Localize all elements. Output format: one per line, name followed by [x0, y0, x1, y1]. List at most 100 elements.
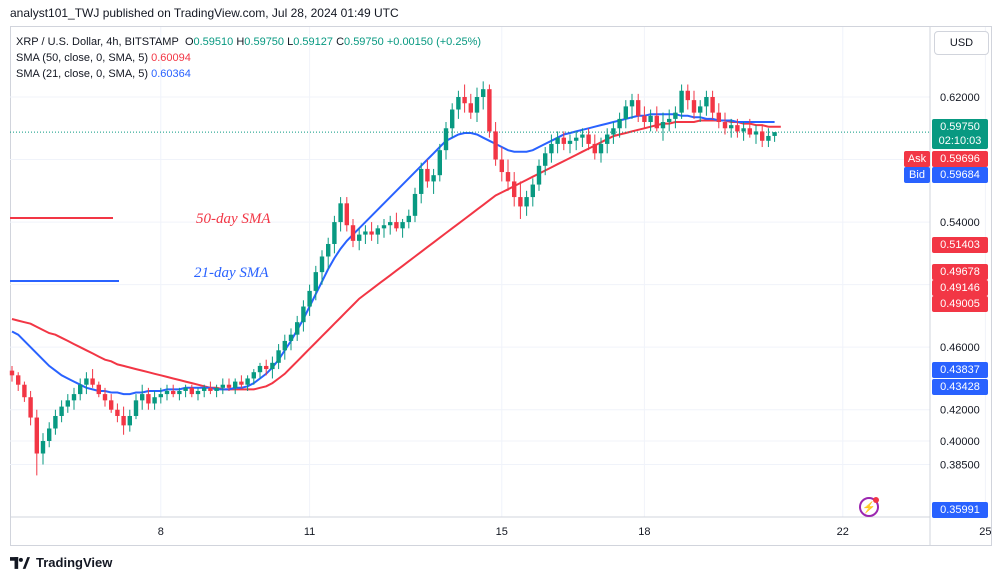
candle — [53, 409, 58, 435]
candle-body — [592, 143, 597, 154]
candle-body — [481, 89, 486, 97]
lightning-icon[interactable]: ⚡ — [859, 497, 879, 517]
candle — [251, 369, 256, 385]
time-tick-label: 18 — [638, 526, 650, 538]
candle — [313, 265, 318, 301]
candle-body — [53, 415, 58, 429]
candle — [177, 387, 182, 401]
candle-body — [499, 159, 504, 173]
price-tag-5: 0.43837 — [932, 362, 988, 378]
candle-body — [555, 137, 560, 144]
candle-body — [270, 362, 275, 370]
sma50-row: SMA (50, close, 0, SMA, 5) 0.60094 — [16, 52, 191, 64]
candle-body — [152, 397, 157, 404]
candle-body — [239, 381, 244, 385]
candle — [350, 218, 356, 248]
candle — [623, 100, 628, 129]
candle-body — [195, 390, 201, 395]
candle-body — [313, 272, 318, 291]
candle — [109, 394, 114, 413]
candle — [363, 225, 368, 244]
candle-body — [456, 97, 461, 110]
candle-body — [772, 132, 777, 136]
candle — [660, 112, 666, 141]
price-tick-label: 0.54000 — [940, 217, 980, 229]
candle — [499, 147, 504, 182]
chart-frame — [10, 26, 992, 546]
candle-body — [468, 103, 473, 113]
candle — [307, 284, 312, 316]
candle — [592, 134, 597, 160]
candle-body — [90, 378, 95, 385]
candle-body — [109, 400, 114, 410]
candle-body — [282, 340, 287, 351]
candle — [84, 372, 89, 395]
candle — [239, 375, 244, 388]
candle — [685, 84, 690, 110]
annotation-50-day-sma: 50-day SMA — [196, 211, 271, 227]
time-tick-label: 15 — [496, 526, 508, 538]
candle-body — [301, 306, 306, 323]
candle — [629, 93, 635, 119]
ask-price-tag: 0.59696 — [932, 151, 988, 167]
candle — [16, 372, 21, 391]
candle-body — [524, 197, 529, 207]
candle — [400, 218, 405, 238]
price-tag-3: 0.49146 — [932, 280, 988, 296]
candle-body — [431, 175, 436, 182]
candle — [90, 369, 95, 388]
candle-body — [747, 128, 752, 135]
candle-body — [716, 112, 721, 123]
candle — [406, 209, 411, 229]
change-value: +0.00150 (+0.25%) — [386, 36, 482, 48]
candle-body — [28, 397, 33, 418]
candle — [425, 159, 430, 188]
candle — [338, 197, 343, 232]
candle — [462, 84, 467, 113]
chart-legend: XRP / U.S. Dollar, 4h, BITSTAMP O0.59510… — [16, 34, 481, 82]
candle-body — [400, 222, 405, 229]
candle — [208, 381, 213, 395]
candle — [375, 225, 380, 244]
candle-body — [729, 125, 734, 129]
candle-body — [704, 97, 709, 107]
candle — [704, 90, 709, 116]
candle — [301, 300, 306, 332]
candle — [443, 122, 449, 160]
candle — [481, 81, 486, 110]
candle — [574, 131, 579, 151]
candle-body — [47, 428, 52, 441]
candle — [735, 118, 740, 138]
bid-price-tag: 0.59684 — [932, 167, 988, 183]
sma21-row: SMA (21, close, 0, SMA, 5) 0.60364 — [16, 68, 191, 80]
candle — [605, 128, 610, 154]
candle — [555, 131, 560, 154]
candle-body — [636, 100, 641, 116]
candle — [691, 90, 697, 119]
candle-body — [425, 168, 430, 182]
candle — [264, 359, 269, 376]
notification-dot — [873, 497, 879, 503]
close-value: 0.59750 — [344, 36, 384, 48]
candle-body — [127, 415, 132, 426]
candle — [648, 109, 653, 132]
candle-body — [363, 231, 368, 235]
candle-body — [326, 243, 331, 257]
candle — [47, 422, 52, 448]
candle-body — [586, 134, 591, 144]
price-tag-2: 0.49678 — [932, 264, 988, 280]
candle-body — [617, 118, 622, 129]
ask-label: Ask — [904, 151, 930, 167]
candle-body — [561, 137, 566, 144]
candle-body — [685, 90, 690, 101]
candle-body — [288, 334, 294, 341]
candle — [760, 125, 765, 148]
candle — [667, 109, 672, 132]
candle-body — [493, 131, 498, 160]
candle — [747, 118, 752, 138]
currency-button[interactable]: USD — [934, 31, 989, 55]
candle-body — [412, 193, 418, 216]
candle — [450, 103, 455, 138]
candle — [146, 387, 151, 410]
